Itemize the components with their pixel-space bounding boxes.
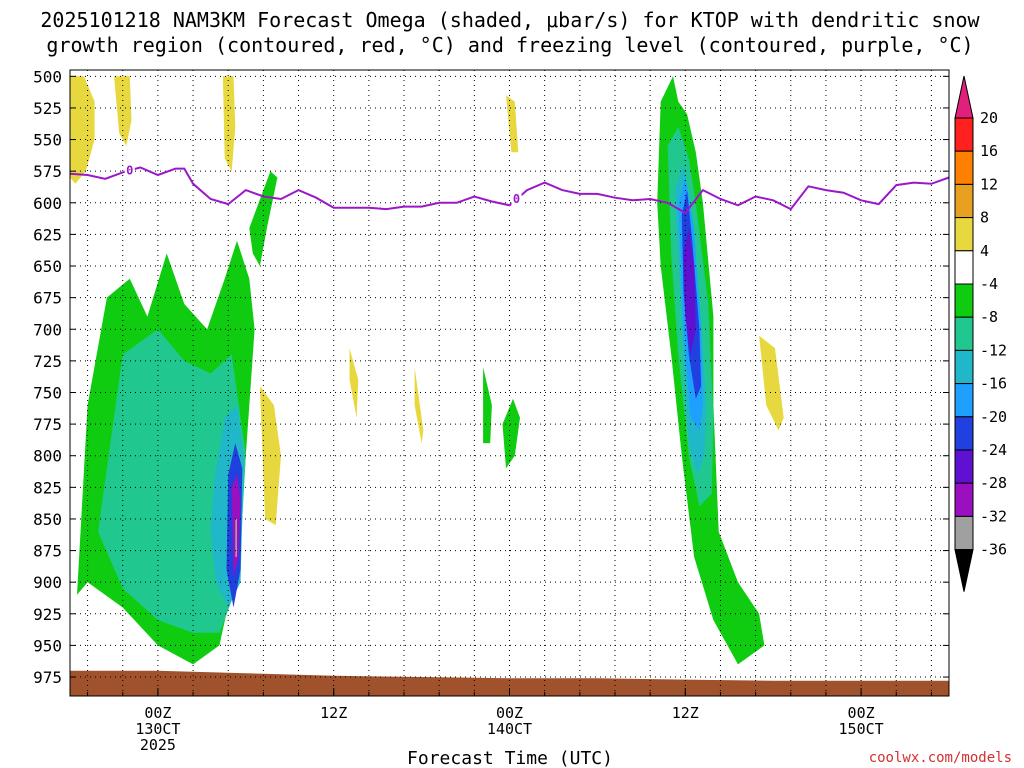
positive-omega-region [414, 367, 424, 444]
y-tick-label: 925 [33, 605, 62, 624]
colorbar-swatch [954, 250, 974, 285]
colorbar-label: 8 [980, 209, 989, 227]
colorbar-swatch [954, 449, 974, 484]
x-tick-label: 12Z [320, 704, 347, 722]
x-tick-label: 150CT [839, 720, 884, 738]
colorbar-swatch [954, 217, 974, 252]
positive-omega-region [349, 348, 359, 418]
freezing-level-line [69, 166, 950, 215]
y-tick-label: 825 [33, 478, 62, 497]
negative-omega-layer [77, 76, 765, 665]
omega-region [502, 398, 520, 469]
omega-region [98, 329, 246, 633]
colorbar-swatch [954, 150, 974, 185]
colorbar-label: -16 [980, 375, 1007, 393]
colorbar-label: -24 [980, 441, 1007, 459]
colorbar-label: -4 [980, 275, 998, 293]
y-tick-label: 650 [33, 257, 62, 276]
omega-region [249, 171, 278, 266]
omega-region [235, 518, 237, 557]
freezing-label-bg [511, 192, 522, 206]
colorbar-swatch [954, 349, 974, 385]
colorbar-swatch [954, 383, 974, 418]
watermark: coolwx.com/models [869, 750, 1012, 766]
y-tick-label: 875 [33, 542, 62, 561]
y-tick-label: 625 [33, 225, 62, 244]
y-tick-label: 900 [33, 573, 62, 592]
x-axis-title: Forecast Time (UTC) [407, 748, 613, 768]
positive-omega-region [114, 76, 132, 146]
x-tick-label: 00Z [144, 704, 171, 722]
y-tick-label: 750 [33, 383, 62, 402]
surface-terrain-layer [70, 670, 949, 696]
x-tick-label: 12Z [672, 704, 699, 722]
freezing-level-label: 0 [126, 163, 133, 177]
surface-terrain [70, 670, 949, 696]
x-tick-label: 130CT [135, 720, 180, 738]
y-tick-label: 525 [33, 99, 62, 118]
positive-omega-region [70, 76, 95, 184]
y-tick-label: 775 [33, 415, 62, 434]
y-tick-label: 675 [33, 289, 62, 308]
y-tick-label: 800 [33, 447, 62, 466]
colorbar-label: -12 [980, 341, 1007, 359]
y-tick-label: 500 [33, 67, 62, 86]
freezing-level-label: 0 [513, 192, 520, 206]
colorbar-label: 16 [980, 142, 998, 160]
colorbar-swatch [954, 117, 974, 152]
colorbar: 20 16 12 8 4 -4 -8 -12 -16 -20 -24 -28 -32 -36 [954, 75, 1007, 592]
y-tick-label: 850 [33, 510, 62, 529]
colorbar-swatch [954, 183, 974, 219]
colorbar-label: -36 [980, 541, 1007, 559]
positive-omega-region [759, 335, 784, 431]
y-tick-label: 975 [33, 668, 62, 687]
colorbar-label: -32 [980, 507, 1007, 525]
colorbar-swatch [954, 482, 974, 517]
chart-title-line1: 2025101218 NAM3KM Forecast Omega (shaded… [40, 8, 980, 32]
colorbar-label: -28 [980, 474, 1007, 492]
x-tick-label: 140CT [487, 720, 532, 738]
colorbar-swatch [954, 283, 974, 318]
colorbar-swatch [954, 416, 974, 451]
x-tick-label: 2025 [140, 736, 176, 754]
positive-omega-region [222, 76, 236, 172]
colorbar-label: -20 [980, 408, 1007, 426]
colorbar-label: 20 [980, 109, 998, 127]
x-tick-label: 00Z [496, 704, 523, 722]
y-tick-label: 600 [33, 194, 62, 213]
colorbar-label: 12 [980, 175, 998, 193]
colorbar-label: -8 [980, 308, 998, 326]
y-axis-ticks: 500 525 550 575 600 625 650 675 700 725 750 775 800 8… [33, 67, 949, 687]
colorbar-swatch [954, 316, 974, 351]
freezing-level-layer: 00 [69, 163, 950, 215]
y-tick-label: 725 [33, 352, 62, 371]
positive-omega-region [506, 95, 519, 153]
colorbar-label: 4 [980, 242, 989, 260]
colorbar-cap-top [954, 75, 974, 119]
freezing-label-bg [124, 163, 135, 177]
chart-title-line2: growth region (contoured, red, °C) and f… [46, 33, 973, 57]
y-tick-label: 550 [33, 131, 62, 150]
x-tick-label: 00Z [848, 704, 875, 722]
colorbar-cap-bottom [954, 549, 974, 592]
y-tick-label: 950 [33, 636, 62, 655]
omega-region [683, 228, 696, 355]
y-tick-label: 575 [33, 162, 62, 181]
colorbar-swatch [954, 515, 974, 551]
y-tick-label: 700 [33, 320, 62, 339]
positive-omega-layer [70, 76, 784, 526]
